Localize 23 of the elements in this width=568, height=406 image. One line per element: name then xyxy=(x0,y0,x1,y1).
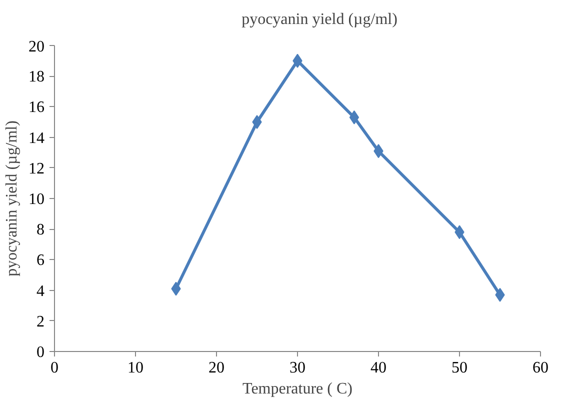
x-tick-label: 20 xyxy=(208,360,224,376)
point xyxy=(349,110,360,124)
x-tick-label: 60 xyxy=(532,360,548,376)
y-axis-title: pyocyanin yield (µg/ml) xyxy=(4,120,20,276)
y-tick-label: 2 xyxy=(36,313,44,330)
y-tick-label: 0 xyxy=(36,344,44,361)
y-tick-label: 20 xyxy=(28,38,44,56)
y-tick-label: 14 xyxy=(28,130,44,147)
y-tick-label: 16 xyxy=(28,99,44,116)
y-tick-label: 4 xyxy=(36,282,44,300)
text: pyocyanin yield (µg/ml) xyxy=(242,11,398,29)
x-axis-title: Temperature ( C) xyxy=(242,380,352,398)
y-tick-label: 10 xyxy=(28,191,44,208)
y-tick-label: 12 xyxy=(28,160,44,178)
x-tick-label: 0 xyxy=(50,360,58,376)
y-tick-label: 8 xyxy=(36,222,44,239)
y-tick-label: 6 xyxy=(36,252,44,270)
x-tick-label: 40 xyxy=(370,360,386,376)
x-tick-label: 30 xyxy=(290,360,306,376)
x-tick-label: 50 xyxy=(452,360,468,376)
point xyxy=(252,115,262,129)
x-tick-label: 10 xyxy=(128,360,144,376)
y-tick-label: 18 xyxy=(28,68,44,86)
